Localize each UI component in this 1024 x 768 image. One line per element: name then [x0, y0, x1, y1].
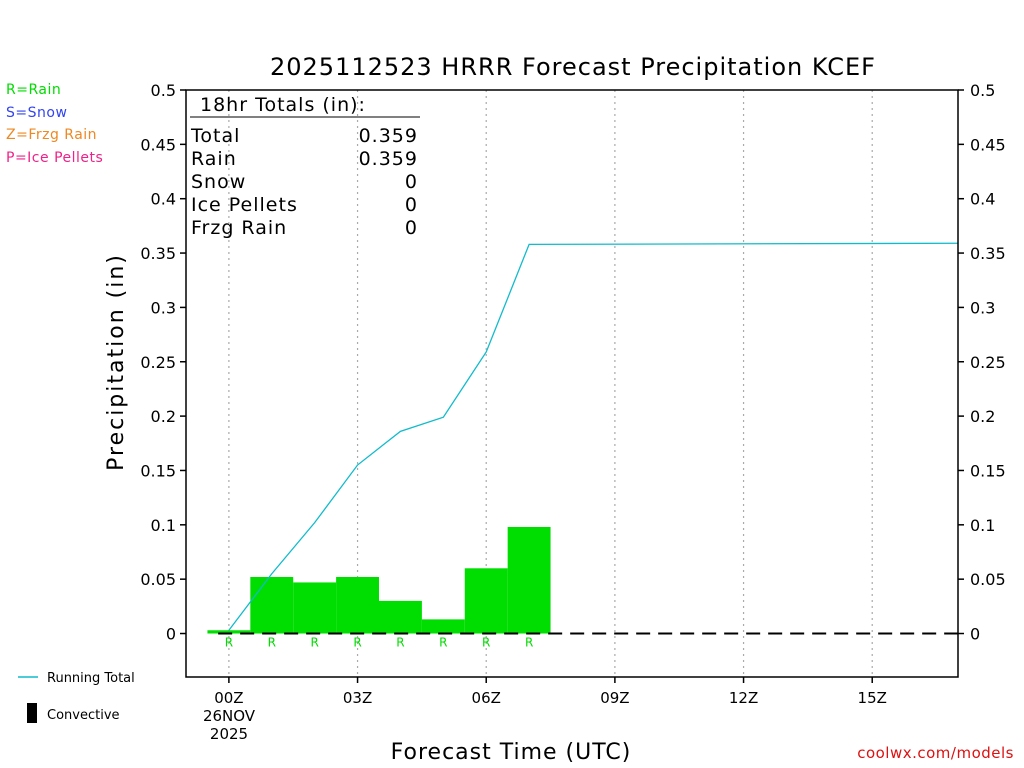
y-axis-ticks: 0 00.05 0.050.1 0.10.15 0.150.2 0.20.25 0.250.…	[140, 81, 1005, 644]
x-axis-label: Forecast Time (UTC)	[391, 740, 632, 765]
running-total-line	[228, 242, 959, 631]
precip-type-code: R	[439, 636, 447, 650]
precip-bar	[507, 526, 551, 634]
chart-title: 2025112523 HRRR Forecast Precipitation K…	[270, 53, 876, 81]
plot-frame	[185, 89, 959, 678]
precip-bar	[336, 576, 379, 634]
x-axis-ticks: 00Z 03Z 06Z 09Z 12Z 15Z	[214, 677, 887, 707]
y-axis-label: Precipitation (in)	[104, 253, 129, 471]
x-tick-label: 03Z	[343, 689, 372, 707]
y-tick-label-left: 0.45	[140, 135, 176, 154]
ptype-legend-rain: R=Rain	[6, 82, 62, 98]
y-tick-label-left: 0.25	[140, 353, 176, 372]
totals-title: 18hr Totals (in):	[200, 94, 366, 116]
y-tick-label-right: 0.2	[970, 407, 995, 426]
date-label-year: 2025	[210, 725, 248, 743]
site-credit: coolwx.com/models	[857, 744, 1014, 762]
precip-type-code: R	[396, 636, 404, 650]
totals-value-total: 0.359	[359, 125, 418, 147]
totals-label-snow: Snow	[191, 171, 246, 193]
y-tick-label-left: 0.2	[151, 407, 176, 426]
totals-value-snow: 0	[405, 171, 418, 193]
y-tick-label-right: 0.35	[970, 244, 1006, 263]
precip-bar	[379, 600, 422, 634]
x-tick-label: 15Z	[858, 689, 887, 707]
totals-label-rain: Rain	[191, 148, 237, 170]
totals-label-ice-pellets: Ice Pellets	[191, 194, 298, 216]
y-tick-label-left: 0.3	[151, 298, 176, 317]
totals-value-ice-pellets: 0	[405, 194, 418, 216]
y-tick-label-right: 0.25	[970, 353, 1006, 372]
precip-bar	[207, 630, 251, 634]
y-tick-label-left: 0.35	[140, 244, 176, 263]
y-tick-label-left: 0.05	[140, 570, 176, 589]
series-legend: Running Total Convective	[18, 671, 135, 723]
y-tick-label-left: 0.4	[151, 190, 176, 209]
totals-label-total: Total	[190, 125, 240, 147]
y-tick-label-right: 0.1	[970, 516, 995, 535]
y-tick-label-left: 0.5	[151, 81, 176, 100]
running-total-series	[228, 242, 959, 631]
hourly-bars	[207, 526, 551, 634]
y-tick-label-right: 0.3	[970, 298, 995, 317]
x-tick-label: 00Z	[214, 689, 243, 707]
y-tick-label-left: 0.1	[151, 516, 176, 535]
x-tick-label: 09Z	[600, 689, 629, 707]
precip-bar	[421, 619, 465, 634]
x-tick-label: 12Z	[729, 689, 758, 707]
y-tick-label-left: 0	[166, 625, 176, 644]
y-tick-label-right: 0.15	[970, 461, 1006, 480]
y-tick-label-left: 0.15	[140, 461, 176, 480]
y-tick-label-right: 0.05	[970, 570, 1006, 589]
vertical-gridlines	[228, 90, 873, 677]
convective-legend-swatch	[27, 703, 37, 723]
ptype-legend-frzg-rain: Z=Frzg Rain	[6, 127, 98, 143]
totals-label-frzg-rain: Frzg Rain	[191, 217, 287, 239]
y-tick-label-right: 0.45	[970, 135, 1006, 154]
totals-value-frzg-rain: 0	[405, 217, 418, 239]
ptype-legend-ice-pellets: P=Ice Pellets	[6, 150, 104, 166]
ptype-legend-snow: S=Snow	[6, 105, 68, 121]
precip-type-code: R	[353, 636, 361, 650]
totals-box: 18hr Totals (in): Total 0.359 Rain 0.359…	[190, 94, 420, 239]
running-total-legend-label: Running Total	[47, 671, 135, 686]
y-tick-label-right: 0.4	[970, 190, 995, 209]
precip-type-code: R	[225, 636, 233, 650]
y-tick-label-right: 0	[970, 625, 980, 644]
precip-bar	[464, 568, 508, 634]
precip-type-code: R	[310, 636, 318, 650]
precip-bar	[293, 582, 337, 634]
y-tick-label-right: 0.5	[970, 81, 995, 100]
precip-type-code: R	[482, 636, 490, 650]
precip-bar	[250, 576, 294, 634]
convective-legend-label: Convective	[47, 708, 120, 723]
precip-type-code: R	[525, 636, 533, 650]
totals-value-rain: 0.359	[359, 148, 418, 170]
x-tick-label: 06Z	[472, 689, 501, 707]
date-label-day: 26NOV	[203, 707, 256, 725]
precip-type-code: R	[268, 636, 276, 650]
